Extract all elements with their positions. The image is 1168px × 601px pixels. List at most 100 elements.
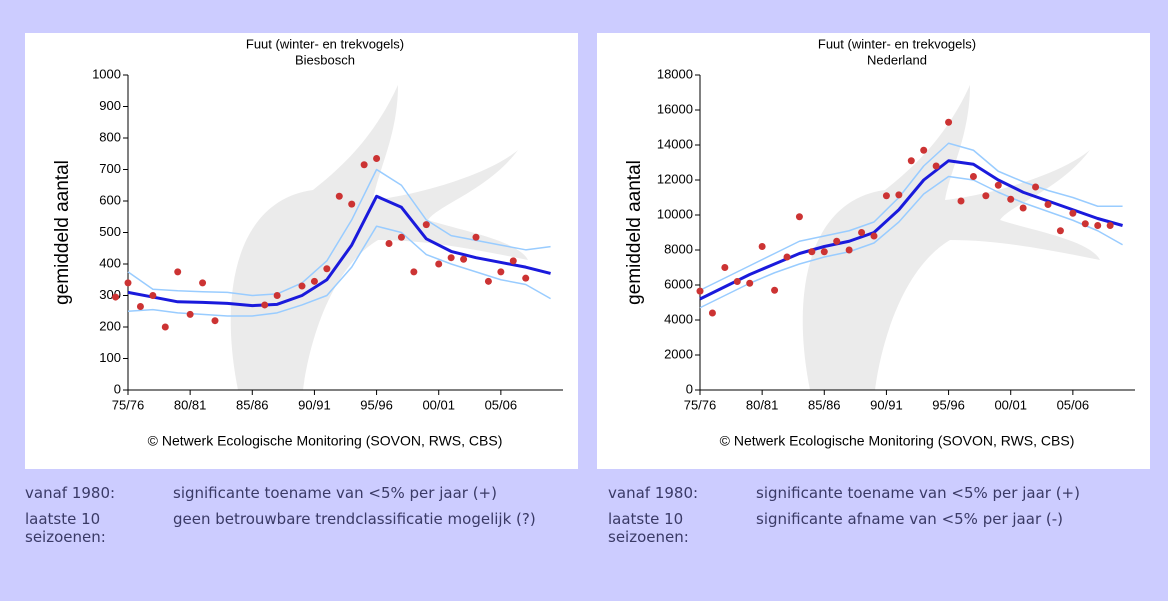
chart-panel: Fuut (winter- en trekvogels) Nederland gem… [597, 33, 1150, 469]
data-point [907, 157, 915, 165]
x-tick-label: 75/76 [112, 397, 145, 412]
trend-text: significante afname van <5% per jaar (-) [756, 510, 1063, 528]
y-tick-label: 600 [99, 192, 121, 207]
data-point [833, 237, 841, 245]
data-point [509, 257, 517, 265]
trend-label: vanaf 1980: [608, 484, 699, 502]
data-point [397, 233, 405, 241]
data-point [845, 246, 853, 254]
trend-label: laatste 10 seizoenen: [25, 510, 106, 546]
x-tick-label: 90/91 [870, 397, 903, 412]
data-point [323, 265, 331, 273]
trend-row: laatste 10 seizoenen: geen betrouwbare tr… [25, 510, 585, 546]
data-point [1106, 222, 1114, 229]
data-point [136, 303, 144, 311]
y-tick-label: 12000 [657, 171, 693, 186]
trend-info: vanaf 1980: significante toename van <5% … [608, 484, 1168, 554]
x-tick-label: 00/01 [422, 397, 455, 412]
y-tick-label: 16000 [657, 101, 693, 116]
trend-text: geen betrouwbare trendclassificatie moge… [173, 510, 536, 528]
y-tick-label: 900 [99, 98, 121, 113]
source-note: © Netwerk Ecologische Monitoring (SOVON,… [148, 433, 503, 449]
trend-label: vanaf 1980: [25, 484, 116, 502]
chart-subtitle: Biesbosch [295, 52, 355, 67]
y-tick-label: 700 [99, 161, 121, 176]
y-tick-label: 400 [99, 255, 121, 270]
trend-line [699, 159, 1123, 301]
data-point [298, 282, 306, 290]
data-point [335, 192, 343, 200]
data-point [161, 323, 169, 331]
background-bird [230, 85, 528, 390]
data-point [1007, 195, 1015, 203]
x-tick-label: 80/81 [746, 397, 779, 412]
data-point [994, 181, 1002, 189]
data-point [435, 260, 443, 268]
x-tick-label: 00/01 [994, 397, 1027, 412]
data-point [783, 253, 791, 261]
data-point [808, 248, 816, 256]
x-tick-label: 85/86 [236, 397, 269, 412]
data-point [447, 254, 455, 262]
data-point [472, 233, 480, 241]
background-bird [802, 85, 1100, 390]
data-point [149, 292, 157, 299]
data-point [174, 268, 182, 276]
data-point [858, 229, 866, 236]
trend-row: vanaf 1980: significante toename van <5% … [25, 484, 585, 502]
data-point [460, 255, 468, 263]
y-tick-label: 100 [99, 350, 121, 365]
trend-line [699, 175, 1123, 309]
data-point [310, 277, 318, 285]
data-point [497, 268, 505, 276]
y-tick-label: 1000 [92, 66, 121, 81]
data-point [1056, 227, 1064, 235]
y-axis-label: gemiddeld aantal [624, 160, 645, 305]
data-point [112, 293, 120, 301]
x-tick-label: 85/86 [808, 397, 841, 412]
data-point [969, 173, 977, 180]
y-tick-label: 18000 [657, 66, 693, 81]
y-tick-label: 2000 [664, 346, 693, 361]
y-tick-label: 10000 [657, 206, 693, 221]
data-point [771, 286, 779, 294]
x-tick-label: 80/81 [174, 397, 207, 412]
chart: Fuut (winter- en trekvogels)Nederland gem… [624, 36, 1135, 449]
y-tick-label: 14000 [657, 136, 693, 151]
data-point [982, 192, 990, 200]
x-tick-label: 90/91 [298, 397, 331, 412]
data-point [410, 268, 418, 276]
data-point [882, 192, 890, 200]
y-tick-label: 0 [686, 381, 693, 396]
data-point [211, 317, 219, 325]
trend-line [127, 194, 551, 308]
data-point [186, 310, 194, 318]
data-point [522, 274, 530, 282]
data-point [348, 200, 356, 208]
trend-label: laatste 10 seizoenen: [608, 510, 689, 546]
trend-text: significante toename van <5% per jaar (+… [756, 484, 1080, 502]
y-tick-label: 500 [99, 224, 121, 239]
data-point [484, 277, 492, 285]
y-tick-label: 6000 [664, 276, 693, 291]
data-point [746, 279, 754, 287]
trend-line [127, 225, 551, 317]
x-tick-label: 05/06 [1057, 397, 1090, 412]
trend-info: vanaf 1980: significante toename van <5% … [25, 484, 585, 554]
trend-line [127, 168, 551, 297]
data-point [273, 292, 281, 299]
y-tick-label: 4000 [664, 311, 693, 326]
y-axis-label: gemiddeld aantal [52, 160, 73, 305]
data-point [1019, 204, 1027, 212]
chart-subtitle: Nederland [867, 52, 927, 67]
chart: Fuut (winter- en trekvogels)Biesbosch gem… [52, 36, 563, 449]
data-point [1081, 220, 1089, 228]
y-tick-label: 800 [99, 129, 121, 144]
trend-row: vanaf 1980: significante toename van <5% … [608, 484, 1168, 502]
data-point [870, 232, 878, 240]
chart-title: Fuut (winter- en trekvogels) [246, 36, 404, 51]
x-tick-label: 05/06 [485, 397, 518, 412]
data-point [1069, 209, 1077, 217]
trend-row: laatste 10 seizoenen: significante afname… [608, 510, 1168, 546]
trend-text: significante toename van <5% per jaar (+… [173, 484, 497, 502]
